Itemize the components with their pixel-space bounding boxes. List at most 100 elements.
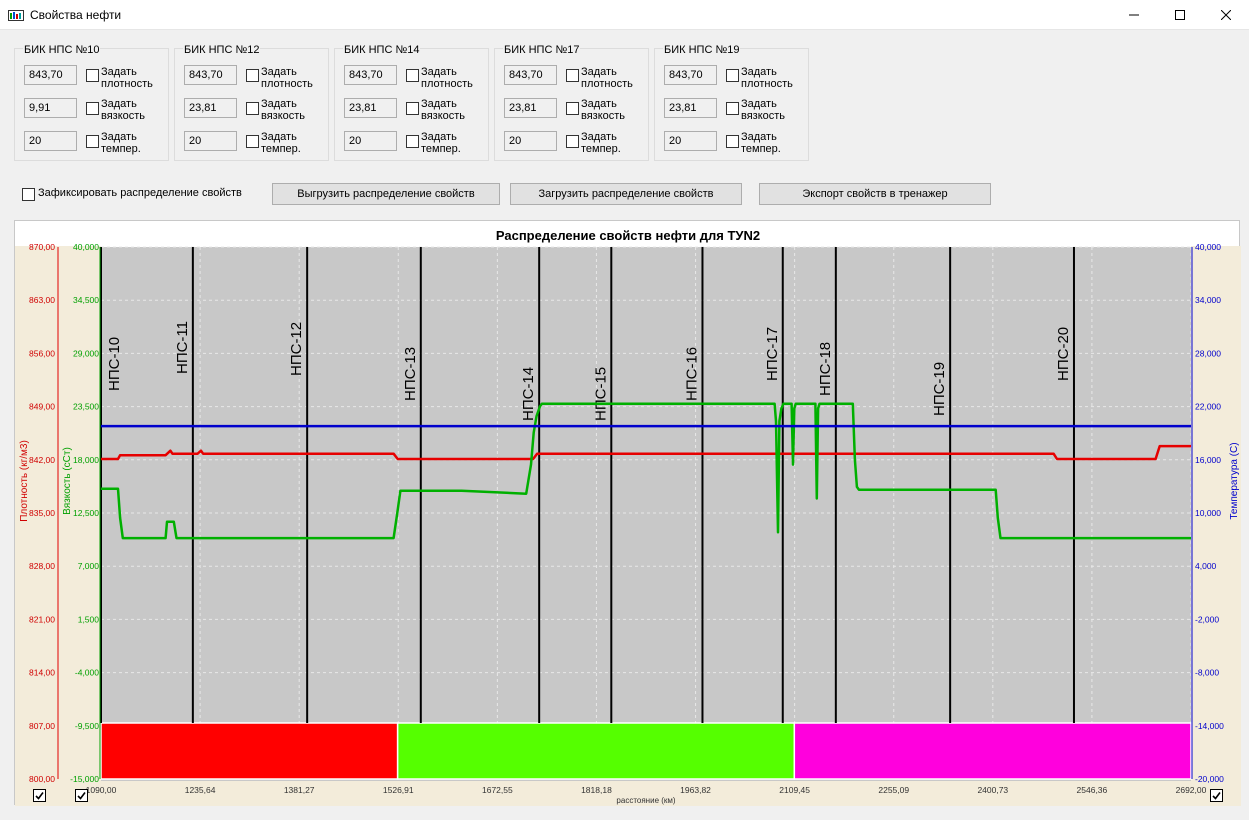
viscosity-field[interactable]: 23,81 <box>344 98 397 118</box>
set-viscosity-checkbox[interactable] <box>246 102 259 115</box>
check-icon <box>77 792 86 800</box>
density-field[interactable]: 843,70 <box>664 65 717 85</box>
set-viscosity-label: Задать вязкость <box>741 98 786 122</box>
density-field[interactable]: 843,70 <box>344 65 397 85</box>
set-temp-label: Задать темпер. <box>741 131 781 155</box>
viscosity-tick-label: 1,500 <box>78 614 100 624</box>
set-temp-checkbox[interactable] <box>726 135 739 148</box>
station-group-title: БИК НПС №10 <box>23 44 101 56</box>
load-distribution-button[interactable]: Загрузить распределение свойств <box>510 183 742 205</box>
x-tick-label: 1672,55 <box>482 785 513 795</box>
density-tick-label: 828,00 <box>29 561 55 571</box>
station-markers: НПС-10 НПС-11 НПС-12 НПС-13 НПС-14 НПС-15 НПС-… <box>100 247 1075 723</box>
density-axis-label: Плотность (кг/м3) <box>19 440 30 522</box>
station-label: НПС-13 <box>402 347 419 401</box>
set-viscosity-checkbox[interactable] <box>406 102 419 115</box>
temperature-axis-label: Температура (С) <box>1229 442 1240 519</box>
density-tick-label: 849,00 <box>29 402 55 412</box>
x-tick-label: 1963,82 <box>680 785 711 795</box>
x-tick-label: 2109,45 <box>779 785 810 795</box>
axes: 870,00 863,00 856,00 849,00 842,00 835,00 828,… <box>19 242 1240 795</box>
temperature-tick-label: 16,000 <box>1195 455 1221 465</box>
set-temp-label: Задать темпер. <box>421 131 461 155</box>
temperature-tick-label: 10,000 <box>1195 508 1221 518</box>
temperature-tick-label: 40,000 <box>1195 242 1221 252</box>
viscosity-field[interactable]: 23,81 <box>184 98 237 118</box>
maximize-button[interactable] <box>1157 0 1203 30</box>
station-label: НПС-17 <box>764 327 781 381</box>
window-titlebar: Свойства нефти <box>0 0 1249 30</box>
batch-bands <box>100 722 1192 780</box>
temp-field[interactable]: 20 <box>504 131 557 151</box>
temp-field[interactable]: 20 <box>344 131 397 151</box>
density-tick-label: 821,00 <box>29 614 55 624</box>
close-button[interactable] <box>1203 0 1249 30</box>
station-group-title: БИК НПС №12 <box>183 44 261 56</box>
viscosity-field[interactable]: 23,81 <box>664 98 717 118</box>
fix-distribution-checkbox[interactable] <box>22 188 35 201</box>
density-field[interactable]: 843,70 <box>504 65 557 85</box>
temperature-tick-label: 4,000 <box>1195 561 1217 571</box>
unload-distribution-button[interactable]: Выгрузить распределение свойств <box>272 183 500 205</box>
density-axis-checkbox[interactable] <box>33 789 46 802</box>
station-group-npc17: БИК НПС №17 843,70 Задать плотность 23,8… <box>494 44 649 161</box>
set-temp-label: Задать темпер. <box>101 131 141 155</box>
viscosity-axis-label: Вязкость (сСт) <box>62 447 73 515</box>
set-temp-checkbox[interactable] <box>86 135 99 148</box>
density-field[interactable]: 843,70 <box>24 65 77 85</box>
density-tick-label: 800,00 <box>29 774 55 784</box>
viscosity-field[interactable]: 9,91 <box>24 98 77 118</box>
series-lines <box>101 402 1191 540</box>
density-tick-label: 835,00 <box>29 508 55 518</box>
density-tick-label: 842,00 <box>29 455 55 465</box>
set-viscosity-checkbox[interactable] <box>566 102 579 115</box>
temp-field[interactable]: 20 <box>184 131 237 151</box>
station-label: НПС-20 <box>1055 327 1072 381</box>
set-temp-label: Задать темпер. <box>581 131 621 155</box>
temp-field[interactable]: 20 <box>664 131 717 151</box>
x-tick-label: 1381,27 <box>284 785 315 795</box>
chart-panel: НПС-10 НПС-11 НПС-12 НПС-13 НПС-14 НПС-15 НПС-… <box>14 220 1241 806</box>
set-density-checkbox[interactable] <box>86 69 99 82</box>
density-field[interactable]: 843,70 <box>184 65 237 85</box>
set-viscosity-label: Задать вязкость <box>421 98 466 122</box>
set-temp-checkbox[interactable] <box>246 135 259 148</box>
station-group-npc12: БИК НПС №12 843,70 Задать плотность 23,8… <box>174 44 329 161</box>
set-density-checkbox[interactable] <box>726 69 739 82</box>
set-density-checkbox[interactable] <box>406 69 419 82</box>
viscosity-field[interactable]: 23,81 <box>504 98 557 118</box>
minimize-icon <box>1129 14 1139 16</box>
check-icon <box>35 792 44 800</box>
set-density-label: Задать плотность <box>261 66 313 90</box>
close-icon <box>1221 10 1231 20</box>
set-density-checkbox[interactable] <box>566 69 579 82</box>
temperature-axis-checkbox[interactable] <box>1210 789 1223 802</box>
set-temp-checkbox[interactable] <box>406 135 419 148</box>
set-viscosity-checkbox[interactable] <box>726 102 739 115</box>
x-tick-label: 2400,73 <box>977 785 1008 795</box>
x-tick-label: 2546,36 <box>1077 785 1108 795</box>
station-label: НПС-14 <box>520 367 537 421</box>
set-temp-label: Задать темпер. <box>261 131 301 155</box>
station-label: НПС-18 <box>817 342 834 396</box>
batch-band <box>100 722 399 780</box>
x-tick-label: 1235,64 <box>185 785 216 795</box>
export-to-simulator-button[interactable]: Экспорт свойств в тренажер <box>759 183 991 205</box>
viscosity-axis-checkbox[interactable] <box>75 789 88 802</box>
set-density-checkbox[interactable] <box>246 69 259 82</box>
chart-title: Распределение свойств нефти для TУN2 <box>496 228 760 243</box>
station-group-title: БИК НПС №17 <box>503 44 581 56</box>
set-temp-checkbox[interactable] <box>566 135 579 148</box>
temp-field[interactable]: 20 <box>24 131 77 151</box>
set-density-label: Задать плотность <box>581 66 633 90</box>
station-label: НПС-10 <box>106 337 123 391</box>
x-tick-label: 1526,91 <box>383 785 414 795</box>
temperature-tick-label: 28,000 <box>1195 348 1221 358</box>
set-viscosity-checkbox[interactable] <box>86 102 99 115</box>
check-icon <box>1212 792 1221 800</box>
minimize-button[interactable] <box>1111 0 1157 30</box>
x-tick-label: 1090,00 <box>86 785 117 795</box>
plot-area <box>101 247 1191 781</box>
density-tick-label: 814,00 <box>29 668 55 678</box>
temperature-tick-label: -14,000 <box>1195 721 1224 731</box>
